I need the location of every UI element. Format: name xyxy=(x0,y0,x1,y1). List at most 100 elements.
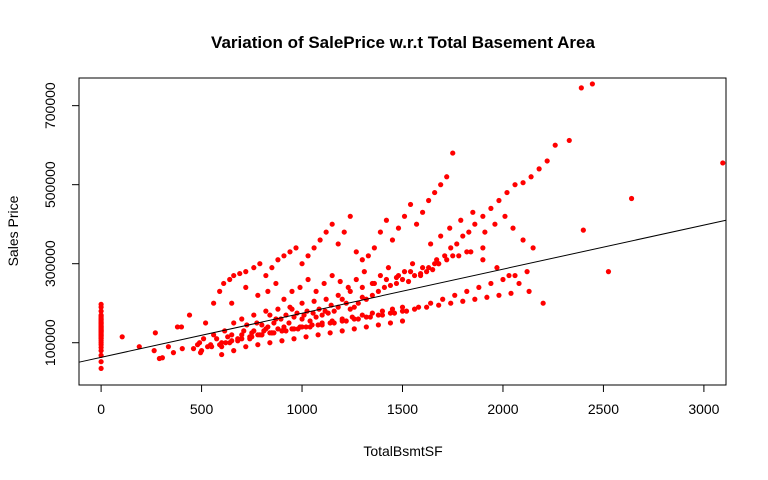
data-point xyxy=(263,272,269,279)
data-point xyxy=(353,276,359,283)
regression-line-group xyxy=(78,219,727,363)
data-point xyxy=(243,344,249,350)
data-point xyxy=(375,288,381,294)
data-point xyxy=(303,324,309,330)
data-point xyxy=(331,308,337,314)
data-point xyxy=(391,310,398,316)
data-point xyxy=(369,280,375,287)
data-point xyxy=(321,280,327,287)
data-point xyxy=(428,241,434,247)
data-point xyxy=(335,241,341,247)
data-point xyxy=(544,158,550,164)
data-point xyxy=(492,221,498,227)
data-point xyxy=(345,284,351,291)
data-point xyxy=(468,249,474,255)
data-point xyxy=(299,261,305,267)
data-point xyxy=(329,272,335,279)
data-point xyxy=(299,316,305,322)
data-point xyxy=(239,332,245,338)
data-point xyxy=(243,269,249,275)
data-point xyxy=(305,276,311,283)
data-point xyxy=(297,284,303,291)
data-point xyxy=(269,265,275,271)
data-point xyxy=(375,322,381,328)
data-point xyxy=(488,205,494,211)
data-point xyxy=(267,330,273,336)
data-point xyxy=(589,81,595,87)
data-point xyxy=(383,276,390,283)
data-point xyxy=(327,330,333,336)
data-point xyxy=(323,229,329,235)
data-point xyxy=(241,328,247,334)
data-point xyxy=(432,261,438,267)
data-point xyxy=(359,294,365,300)
data-point xyxy=(279,338,285,344)
data-point xyxy=(136,344,142,350)
data-point xyxy=(359,312,365,318)
data-point xyxy=(351,316,357,322)
data-point xyxy=(275,326,281,332)
data-point xyxy=(387,310,394,316)
data-point xyxy=(379,312,386,318)
data-point xyxy=(231,320,237,326)
data-point xyxy=(235,336,241,342)
data-point xyxy=(448,245,454,251)
data-point xyxy=(460,298,466,304)
data-point xyxy=(319,312,325,318)
data-point xyxy=(265,288,271,294)
data-point xyxy=(476,284,482,291)
data-point xyxy=(502,213,508,219)
data-point xyxy=(389,237,396,243)
data-point xyxy=(307,318,313,324)
data-point xyxy=(313,314,319,320)
data-point xyxy=(387,282,394,289)
data-point xyxy=(255,332,261,338)
data-point xyxy=(460,233,466,239)
y-tick-label: 700000 xyxy=(42,82,58,129)
data-point xyxy=(419,209,426,215)
data-point xyxy=(293,245,299,251)
x-tick-label: 1500 xyxy=(387,401,418,417)
data-point xyxy=(329,221,335,227)
data-point xyxy=(407,269,414,275)
data-point xyxy=(488,280,494,287)
data-point xyxy=(286,320,292,326)
data-point xyxy=(536,166,542,172)
data-point xyxy=(343,318,349,324)
data-point xyxy=(291,336,297,342)
data-point xyxy=(434,257,440,263)
data-point xyxy=(275,257,281,263)
data-point xyxy=(165,344,172,350)
data-point xyxy=(466,229,472,235)
data-point xyxy=(379,308,386,314)
data-point xyxy=(214,336,220,342)
data-point xyxy=(401,269,408,275)
data-point xyxy=(355,300,361,306)
data-point xyxy=(442,253,448,259)
data-point xyxy=(309,322,315,328)
data-point xyxy=(231,272,237,279)
data-point xyxy=(454,241,460,247)
data-point xyxy=(419,265,426,271)
data-point xyxy=(365,253,371,259)
data-point xyxy=(464,288,470,294)
data-point xyxy=(508,290,514,296)
data-point xyxy=(281,296,287,302)
data-point xyxy=(217,288,223,294)
data-point xyxy=(450,150,456,156)
data-point xyxy=(341,229,347,235)
data-point xyxy=(496,197,502,204)
data-point xyxy=(178,324,185,330)
data-point xyxy=(202,320,209,326)
data-point xyxy=(317,237,323,243)
data-point xyxy=(200,336,207,342)
data-point xyxy=(438,233,444,239)
data-point xyxy=(239,316,245,322)
data-point xyxy=(470,209,476,215)
data-point xyxy=(484,294,490,300)
data-point xyxy=(393,280,400,287)
data-point xyxy=(415,304,422,310)
data-point xyxy=(311,245,317,251)
data-point xyxy=(227,276,233,283)
